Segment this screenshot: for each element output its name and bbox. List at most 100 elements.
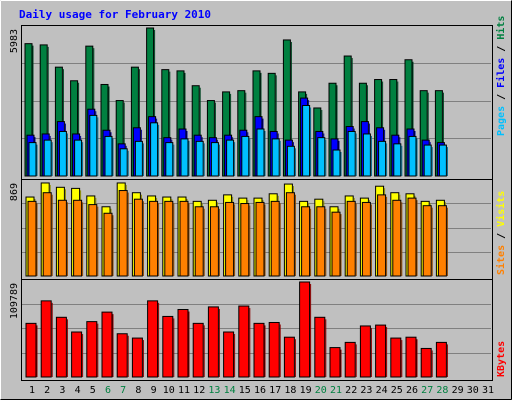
kbytes-bar-6: [101, 311, 114, 378]
legend-sites-visits-part-1: Sites: [495, 245, 507, 275]
pages-bar-17-fill: [271, 138, 280, 177]
pages-bar-26: [408, 135, 418, 177]
pages-bar-4: [74, 139, 84, 177]
sites-bar-11-fill: [179, 200, 189, 277]
pages-bar-12: [195, 140, 205, 177]
pages-bar-22-fill: [347, 130, 356, 177]
x-tick-label-27: 27: [421, 385, 433, 396]
sites-bar-23-fill: [361, 201, 371, 277]
kbytes-bar-16-fill: [253, 322, 265, 378]
kbytes-bar-12: [192, 322, 205, 378]
pages-bar-26-fill: [408, 135, 417, 177]
pages-bar-16-fill: [256, 128, 265, 177]
x-tick-label-1: 1: [29, 385, 35, 396]
x-tick-label-18: 18: [284, 385, 296, 396]
pages-bar-12-fill: [195, 140, 204, 177]
sites-bar-9-fill: [149, 200, 159, 277]
kbytes-bar-14-fill: [223, 331, 235, 378]
legend-hits-files-pages-part-3: Files: [495, 58, 507, 88]
pages-bar-14: [226, 139, 236, 177]
sites-bar-8-fill: [133, 198, 143, 277]
kbytes-bar-26: [405, 336, 418, 378]
kbytes-bar-13-fill: [207, 306, 219, 378]
kbytes-bar-20: [314, 316, 327, 378]
kbytes-bar-15: [238, 305, 251, 378]
pages-bar-2: [43, 139, 53, 177]
sites-bar-2-fill: [42, 192, 52, 277]
sites-bar-25: [392, 199, 403, 277]
sites-bar-19-fill: [301, 206, 311, 277]
pages-bar-2-fill: [43, 139, 52, 177]
pages-bar-13: [210, 142, 220, 177]
sites-bar-22-fill: [346, 200, 356, 277]
kbytes-bar-11-fill: [177, 309, 189, 378]
pages-bar-5-fill: [89, 114, 98, 177]
kbytes-bar-21: [329, 347, 342, 378]
kbytes-bar-25: [390, 337, 403, 378]
legend-kbytes-part-1: KBytes: [496, 341, 507, 377]
pages-bar-28: [438, 144, 448, 177]
kbytes-bar-23: [359, 325, 372, 378]
x-tick-label-19: 19: [300, 385, 312, 396]
pages-bar-8: [134, 140, 144, 177]
kbytes-bar-24-fill: [375, 324, 387, 378]
sites-bar-26-fill: [407, 197, 417, 277]
sites-bar-28: [437, 205, 448, 277]
x-tick-label-10: 10: [163, 385, 175, 396]
pages-bar-23-fill: [362, 133, 371, 177]
pages-bar-4-fill: [74, 139, 83, 177]
x-tick-label-20: 20: [315, 385, 327, 396]
kbytes-bar-24: [375, 324, 388, 378]
pages-bar-3-fill: [58, 130, 67, 177]
kbytes-bar-27-fill: [420, 347, 432, 378]
pages-bar-6: [104, 135, 114, 177]
sites-bar-27: [422, 205, 433, 277]
sites-bar-8: [133, 198, 144, 277]
pages-bar-11: [180, 138, 190, 177]
x-tick-label-16: 16: [254, 385, 266, 396]
sites-bar-2: [42, 192, 53, 277]
pages-bar-27: [423, 144, 433, 177]
sites-bar-19: [301, 206, 312, 277]
kbytes-bar-23-fill: [359, 325, 371, 378]
kbytes-bar-3-fill: [55, 316, 67, 378]
x-tick-label-29: 29: [452, 385, 464, 396]
pages-bar-17: [271, 138, 281, 177]
pages-bar-23: [362, 133, 372, 177]
kbytes-bar-15-fill: [238, 305, 250, 378]
x-tick-label-23: 23: [360, 385, 372, 396]
pages-bar-8-fill: [134, 140, 143, 177]
sites-bar-1: [27, 200, 38, 277]
sites-bar-24-fill: [377, 194, 387, 277]
pages-bar-28-fill: [438, 144, 447, 177]
kbytes-bar-19: [299, 281, 312, 378]
pages-bar-1: [28, 142, 38, 177]
kbytes-bar-9: [147, 300, 160, 378]
kbytes-bar-4-fill: [71, 331, 83, 378]
sites-bar-17: [270, 200, 281, 277]
pages-bar-1-fill: [28, 142, 37, 177]
sites-bar-5-fill: [88, 204, 98, 277]
kbytes-bar-20-fill: [314, 316, 326, 378]
kbytes-bar-27: [420, 347, 433, 378]
pages-bar-15-fill: [241, 135, 250, 177]
kbytes-bar-9-fill: [147, 300, 159, 378]
sites-bar-10: [164, 200, 175, 277]
y-max-label-2: 869: [9, 183, 20, 201]
pages-bar-3: [58, 130, 68, 177]
kbytes-bar-10: [162, 315, 175, 378]
pages-bar-16: [256, 128, 266, 177]
pages-bar-25-fill: [393, 143, 402, 177]
sites-bar-4-fill: [73, 199, 83, 277]
sites-bar-15-fill: [240, 203, 250, 277]
sites-bar-16-fill: [255, 201, 265, 277]
pages-bar-18-fill: [286, 145, 295, 177]
sites-bar-7: [118, 190, 129, 277]
x-tick-label-13: 13: [208, 385, 220, 396]
kbytes-bar-7-fill: [116, 333, 128, 378]
sites-bar-12: [194, 206, 205, 277]
sites-bar-25-fill: [392, 199, 402, 277]
x-tick-label-22: 22: [345, 385, 357, 396]
